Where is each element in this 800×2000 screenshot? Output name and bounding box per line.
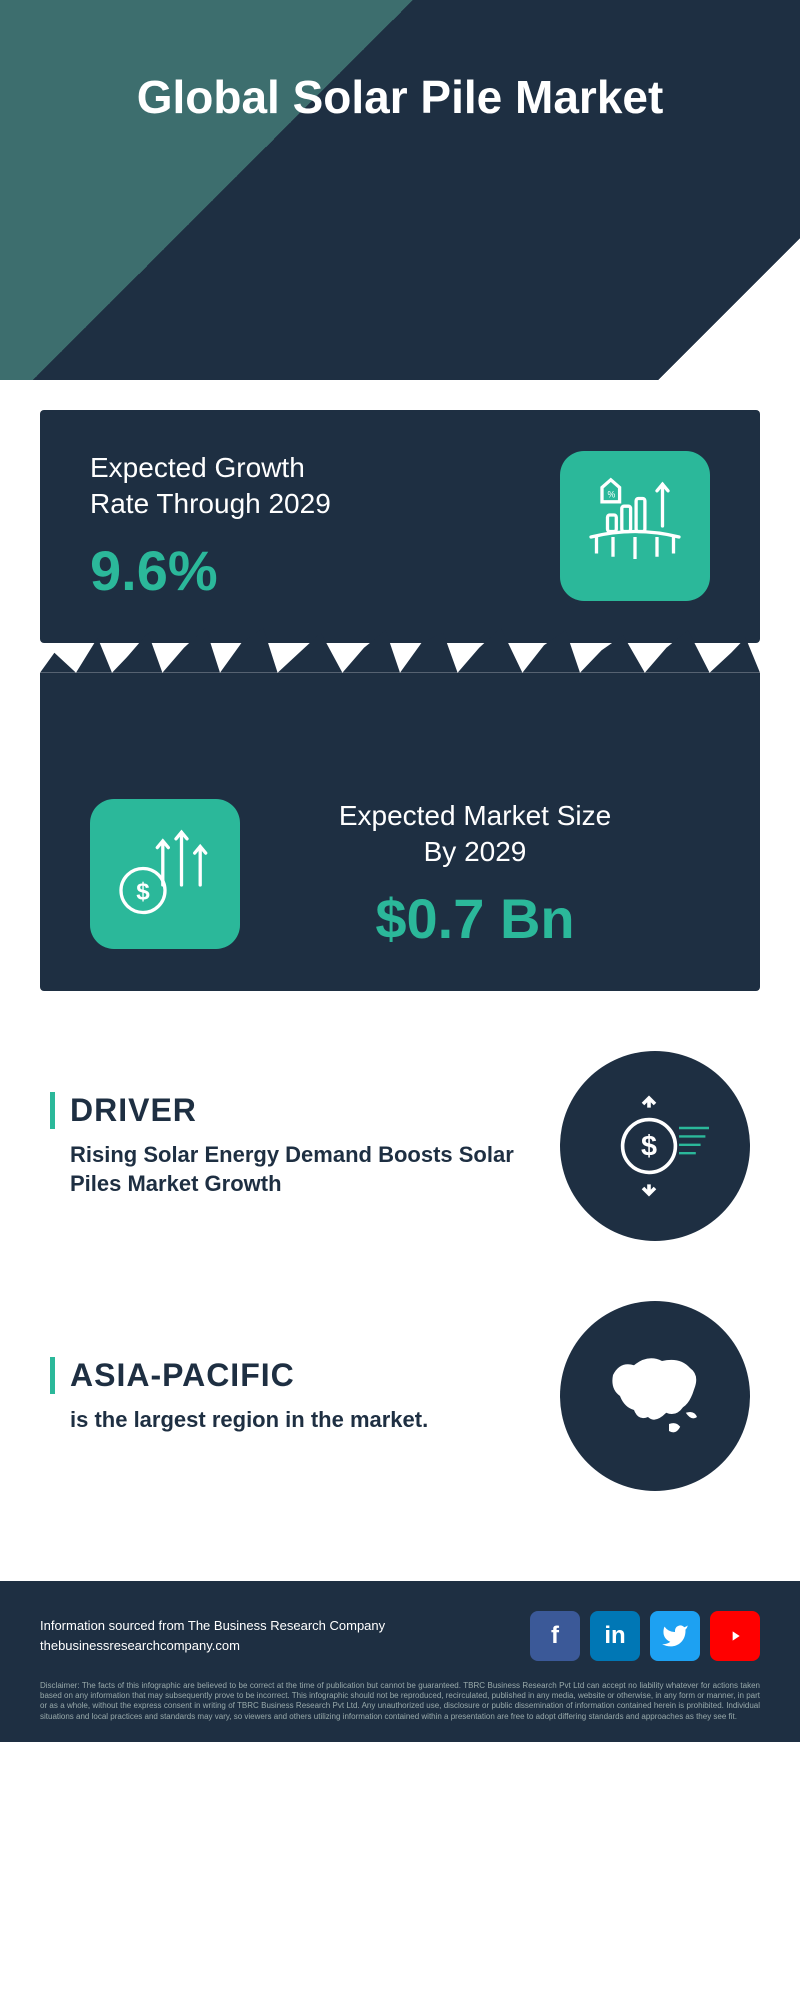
- region-row: ASIA-PACIFIC is the largest region in th…: [0, 1271, 800, 1521]
- driver-text: DRIVER Rising Solar Energy Demand Boosts…: [50, 1092, 530, 1198]
- twitter-icon[interactable]: [650, 1611, 700, 1661]
- driver-title: DRIVER: [50, 1092, 530, 1129]
- region-desc: is the largest region in the market.: [50, 1406, 530, 1435]
- region-title: ASIA-PACIFIC: [50, 1357, 530, 1394]
- source-line-1: Information sourced from The Business Re…: [40, 1616, 385, 1636]
- page-title: Global Solar Pile Market: [0, 0, 800, 124]
- growth-card: Expected Growth Rate Through 2029 9.6% %: [40, 410, 760, 643]
- svg-text:$: $: [641, 1130, 657, 1162]
- market-size-text: Expected Market Size By 2029 $0.7 Bn: [240, 798, 710, 951]
- growth-label-2: Rate Through 2029: [90, 486, 331, 522]
- growth-value: 9.6%: [90, 538, 331, 603]
- growth-chart-icon: %: [560, 451, 710, 601]
- market-label-2: By 2029: [240, 834, 710, 870]
- market-value: $0.7 Bn: [240, 886, 710, 951]
- footer: Information sourced from The Business Re…: [0, 1581, 800, 1743]
- source-line-2: thebusinessresearchcompany.com: [40, 1636, 385, 1656]
- header: Global Solar Pile Market: [0, 0, 800, 380]
- market-label-1: Expected Market Size: [240, 798, 710, 834]
- facebook-icon[interactable]: f: [530, 1611, 580, 1661]
- dollar-exchange-icon: $: [560, 1051, 750, 1241]
- footer-source: Information sourced from The Business Re…: [40, 1616, 385, 1655]
- dollar-growth-icon: $: [90, 799, 240, 949]
- linkedin-icon[interactable]: in: [590, 1611, 640, 1661]
- social-icons: f in: [530, 1611, 760, 1661]
- skyline-graphic: [40, 673, 760, 763]
- growth-label-1: Expected Growth: [90, 450, 331, 486]
- youtube-icon[interactable]: [710, 1611, 760, 1661]
- svg-text:%: %: [608, 490, 616, 500]
- asia-map-icon: [560, 1301, 750, 1491]
- footer-top: Information sourced from The Business Re…: [40, 1611, 760, 1661]
- market-size-card: $ Expected Market Size By 2029 $0.7 Bn: [40, 758, 760, 991]
- disclaimer-text: Disclaimer: The facts of this infographi…: [40, 1681, 760, 1723]
- svg-text:$: $: [136, 878, 150, 905]
- driver-row: DRIVER Rising Solar Energy Demand Boosts…: [0, 1021, 800, 1271]
- region-text: ASIA-PACIFIC is the largest region in th…: [50, 1357, 530, 1435]
- driver-desc: Rising Solar Energy Demand Boosts Solar …: [50, 1141, 530, 1198]
- growth-text: Expected Growth Rate Through 2029 9.6%: [90, 450, 331, 603]
